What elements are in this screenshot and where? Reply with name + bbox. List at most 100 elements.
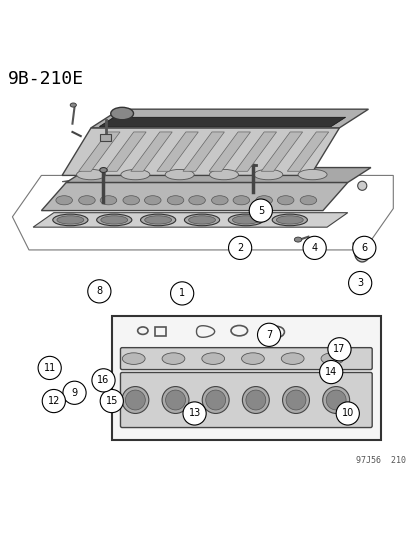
- Circle shape: [249, 199, 272, 222]
- Ellipse shape: [165, 169, 194, 180]
- Ellipse shape: [228, 214, 263, 225]
- Ellipse shape: [76, 169, 105, 180]
- Ellipse shape: [53, 214, 88, 225]
- Ellipse shape: [202, 386, 229, 414]
- Ellipse shape: [56, 196, 72, 205]
- Circle shape: [257, 323, 280, 346]
- Ellipse shape: [322, 386, 349, 414]
- Ellipse shape: [121, 386, 149, 414]
- Ellipse shape: [78, 196, 95, 205]
- Circle shape: [100, 390, 123, 413]
- Ellipse shape: [320, 353, 343, 365]
- FancyBboxPatch shape: [112, 316, 380, 440]
- Text: 9B-210E: 9B-210E: [8, 70, 84, 88]
- Polygon shape: [131, 132, 172, 171]
- Text: 16: 16: [97, 375, 109, 385]
- Ellipse shape: [101, 216, 128, 224]
- Ellipse shape: [122, 353, 145, 365]
- Ellipse shape: [276, 216, 302, 224]
- Polygon shape: [287, 132, 328, 171]
- Ellipse shape: [253, 169, 282, 180]
- Text: 13: 13: [188, 408, 200, 418]
- Ellipse shape: [282, 386, 309, 414]
- Ellipse shape: [255, 196, 272, 205]
- Ellipse shape: [205, 390, 225, 410]
- Ellipse shape: [232, 216, 259, 224]
- Ellipse shape: [165, 390, 185, 410]
- Circle shape: [183, 402, 206, 425]
- Ellipse shape: [145, 216, 171, 224]
- Ellipse shape: [272, 214, 306, 225]
- Text: 17: 17: [332, 344, 345, 354]
- Ellipse shape: [281, 353, 303, 365]
- Circle shape: [92, 369, 115, 392]
- Polygon shape: [78, 132, 120, 171]
- Text: 1: 1: [179, 288, 185, 298]
- Circle shape: [327, 338, 350, 361]
- Text: 15: 15: [105, 396, 118, 406]
- Polygon shape: [235, 132, 276, 171]
- Ellipse shape: [125, 390, 145, 410]
- Polygon shape: [99, 117, 345, 126]
- Circle shape: [63, 381, 86, 405]
- Ellipse shape: [144, 196, 161, 205]
- Polygon shape: [209, 132, 250, 171]
- Polygon shape: [157, 132, 198, 171]
- Text: 3: 3: [356, 278, 362, 288]
- Ellipse shape: [209, 169, 238, 180]
- Text: 97J56  210: 97J56 210: [355, 456, 405, 465]
- Text: 8: 8: [96, 286, 102, 296]
- Text: 14: 14: [324, 367, 337, 377]
- Ellipse shape: [241, 353, 263, 365]
- Text: 5: 5: [257, 206, 263, 216]
- Ellipse shape: [140, 214, 175, 225]
- Circle shape: [42, 390, 65, 413]
- Ellipse shape: [161, 386, 188, 414]
- Ellipse shape: [184, 214, 219, 225]
- Ellipse shape: [167, 196, 183, 205]
- Circle shape: [302, 236, 325, 260]
- Polygon shape: [91, 109, 368, 128]
- Polygon shape: [261, 132, 302, 171]
- Text: 12: 12: [47, 396, 60, 406]
- Text: 11: 11: [43, 363, 56, 373]
- Ellipse shape: [123, 196, 139, 205]
- Polygon shape: [33, 213, 347, 227]
- Ellipse shape: [188, 216, 215, 224]
- Ellipse shape: [121, 169, 150, 180]
- FancyBboxPatch shape: [120, 348, 371, 369]
- Ellipse shape: [294, 237, 301, 242]
- Ellipse shape: [354, 242, 369, 262]
- Ellipse shape: [110, 107, 133, 120]
- Ellipse shape: [100, 167, 107, 173]
- Circle shape: [348, 271, 371, 295]
- Circle shape: [335, 402, 358, 425]
- Ellipse shape: [245, 390, 265, 410]
- Ellipse shape: [357, 181, 366, 190]
- Circle shape: [228, 236, 251, 260]
- Polygon shape: [183, 132, 224, 171]
- Polygon shape: [41, 182, 347, 211]
- Polygon shape: [104, 132, 146, 171]
- Text: 4: 4: [311, 243, 317, 253]
- Ellipse shape: [96, 214, 131, 225]
- Ellipse shape: [100, 196, 116, 205]
- Circle shape: [38, 357, 61, 379]
- Ellipse shape: [211, 196, 228, 205]
- Ellipse shape: [70, 103, 76, 107]
- Ellipse shape: [285, 390, 305, 410]
- Circle shape: [88, 280, 111, 303]
- Polygon shape: [66, 167, 370, 182]
- Text: 7: 7: [265, 330, 272, 340]
- Circle shape: [170, 282, 193, 305]
- Ellipse shape: [57, 216, 83, 224]
- Ellipse shape: [188, 196, 205, 205]
- Text: 2: 2: [236, 243, 243, 253]
- FancyBboxPatch shape: [120, 373, 371, 427]
- Ellipse shape: [299, 196, 316, 205]
- Ellipse shape: [202, 353, 224, 365]
- Ellipse shape: [277, 196, 293, 205]
- Text: 9: 9: [71, 388, 77, 398]
- Ellipse shape: [233, 196, 249, 205]
- Circle shape: [319, 360, 342, 384]
